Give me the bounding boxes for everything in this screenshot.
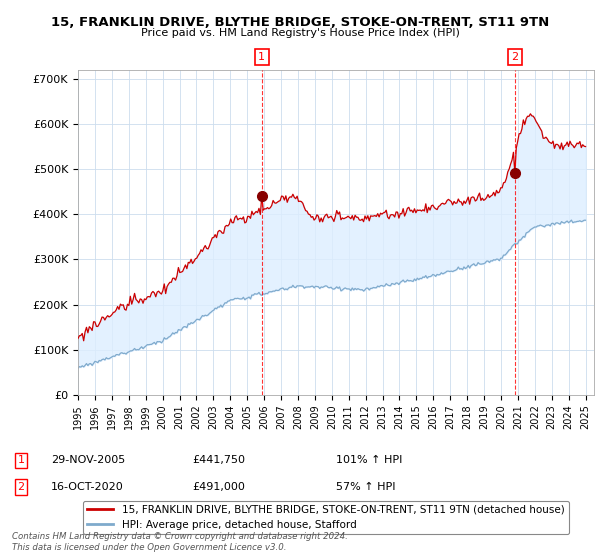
Legend: 15, FRANKLIN DRIVE, BLYTHE BRIDGE, STOKE-ON-TRENT, ST11 9TN (detached house), HP: 15, FRANKLIN DRIVE, BLYTHE BRIDGE, STOKE… bbox=[83, 501, 569, 534]
Text: 101% ↑ HPI: 101% ↑ HPI bbox=[336, 455, 403, 465]
Text: 57% ↑ HPI: 57% ↑ HPI bbox=[336, 482, 395, 492]
Text: Contains HM Land Registry data © Crown copyright and database right 2024.
This d: Contains HM Land Registry data © Crown c… bbox=[12, 532, 348, 552]
Text: £441,750: £441,750 bbox=[192, 455, 245, 465]
Text: 1: 1 bbox=[258, 52, 265, 62]
Text: 15, FRANKLIN DRIVE, BLYTHE BRIDGE, STOKE-ON-TRENT, ST11 9TN: 15, FRANKLIN DRIVE, BLYTHE BRIDGE, STOKE… bbox=[51, 16, 549, 29]
Text: 16-OCT-2020: 16-OCT-2020 bbox=[51, 482, 124, 492]
Text: 29-NOV-2005: 29-NOV-2005 bbox=[51, 455, 125, 465]
Text: Price paid vs. HM Land Registry's House Price Index (HPI): Price paid vs. HM Land Registry's House … bbox=[140, 28, 460, 38]
Text: 2: 2 bbox=[17, 482, 25, 492]
Text: £491,000: £491,000 bbox=[192, 482, 245, 492]
Text: 2: 2 bbox=[511, 52, 518, 62]
Text: 1: 1 bbox=[17, 455, 25, 465]
